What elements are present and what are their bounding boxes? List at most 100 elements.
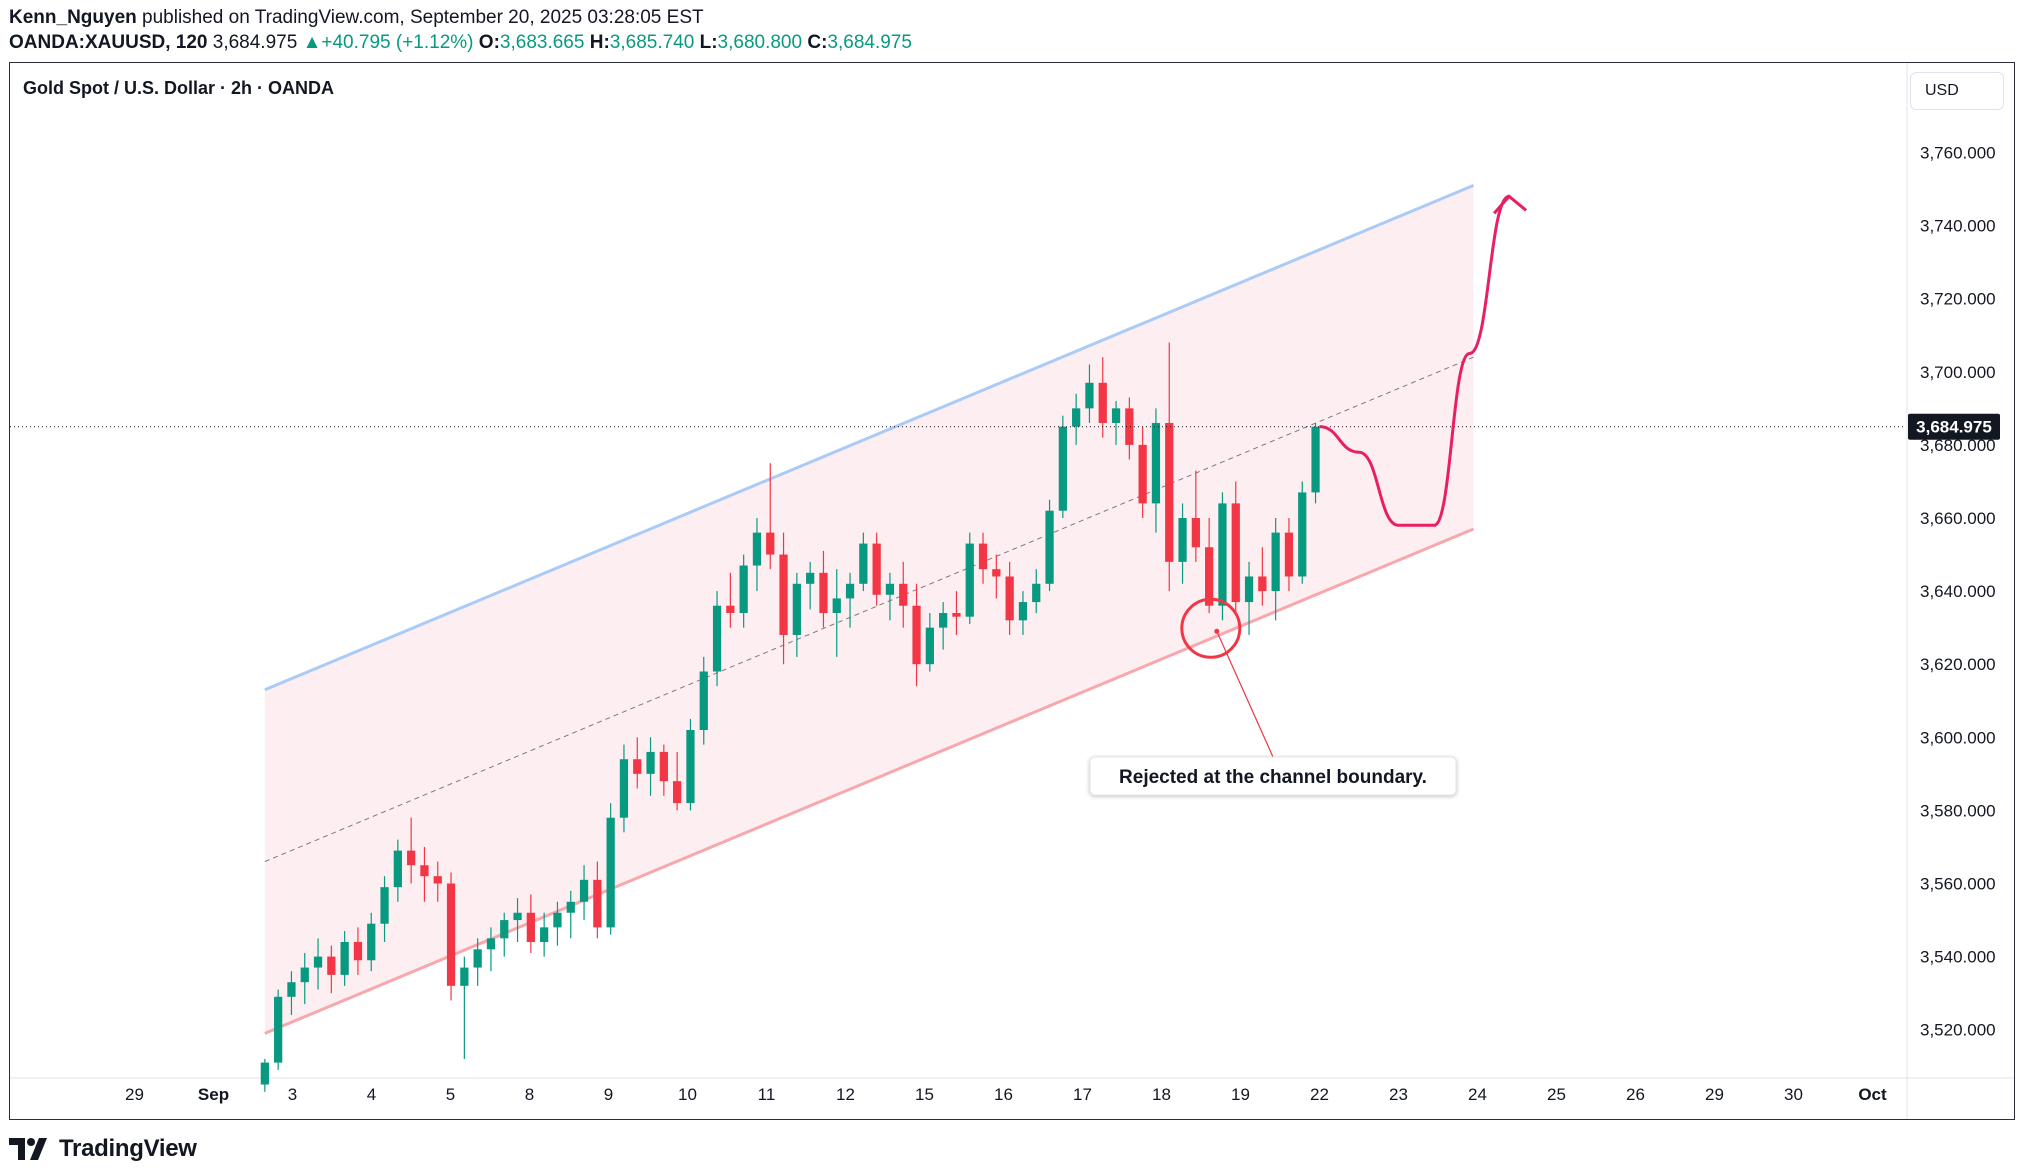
candle-body [1205, 547, 1214, 606]
y-tick-label: 3,560.000 [1920, 875, 1996, 894]
x-tick-label: 26 [1626, 1085, 1645, 1104]
y-tick-label: 3,700.000 [1920, 363, 1996, 382]
candle-body [925, 627, 934, 665]
x-tick-label: 23 [1389, 1085, 1408, 1104]
candle-body [1005, 576, 1014, 621]
candle-body [1058, 426, 1067, 511]
x-tick-label: 5 [446, 1085, 455, 1104]
x-tick-label: 11 [758, 1085, 776, 1104]
x-tick-label: Sep [198, 1085, 229, 1104]
candle-body [992, 569, 1001, 577]
last-price: 3,684.975 [212, 32, 298, 53]
y-tick-label: 3,620.000 [1920, 655, 1996, 674]
x-tick-label: 29 [1705, 1085, 1724, 1104]
chart-frame [9, 62, 2015, 1120]
candle-body [327, 956, 336, 975]
candle-body [819, 572, 828, 614]
low-value: 3,680.800 [717, 32, 803, 53]
parallel-channel [264, 184, 1475, 1035]
candle-body [1258, 576, 1267, 592]
candle-body [939, 613, 948, 628]
symbol-name[interactable]: OANDA:XAUUSD, 120 [9, 32, 208, 53]
channel-fill [264, 185, 1474, 1034]
candle-body [526, 912, 535, 942]
high-label: H: [589, 32, 610, 53]
candle-body [367, 923, 376, 961]
candle-body [699, 671, 708, 730]
currency-button[interactable]: USD [1910, 72, 2004, 110]
candle-body [806, 572, 815, 584]
x-tick-label: 22 [1310, 1085, 1329, 1104]
y-tick-label: 3,740.000 [1920, 217, 1996, 236]
candle-body [978, 543, 988, 570]
y-tick-label: 3,720.000 [1920, 290, 1996, 309]
candle-body [619, 759, 629, 818]
candle-body [1085, 382, 1094, 409]
candle-body [832, 598, 841, 614]
x-tick-label: 24 [1468, 1085, 1487, 1104]
candle-body [340, 941, 349, 975]
x-tick-label: 29 [125, 1085, 144, 1104]
candle-body [1032, 583, 1041, 603]
candle-body [1125, 408, 1134, 445]
candle-body [792, 583, 801, 635]
candle-body [486, 938, 496, 950]
candle-body [1111, 408, 1121, 423]
candle-body [1045, 510, 1054, 584]
candle-body [566, 901, 575, 913]
x-tick-label: 4 [367, 1085, 376, 1104]
low-label: L: [699, 32, 718, 53]
x-tick-label: 15 [915, 1085, 934, 1104]
drawings: Rejected at the channel boundary. 3,684.9… [10, 194, 2000, 796]
candle-body [1018, 602, 1028, 621]
candle-body [393, 850, 402, 888]
high-value: 3,685.740 [609, 32, 695, 53]
candle-body [540, 927, 549, 942]
callout-leader [1216, 631, 1274, 758]
x-tick-label: 18 [1152, 1085, 1171, 1104]
candle-body [1178, 518, 1187, 562]
close-label: C: [807, 32, 828, 53]
candle-body [686, 729, 695, 804]
candle-body [593, 879, 602, 928]
candle-body [500, 920, 509, 939]
candle-body [260, 1062, 269, 1085]
candle-body [1151, 422, 1161, 504]
candle-body [579, 879, 589, 902]
candle-body [912, 605, 921, 665]
candle-body [1298, 492, 1307, 577]
author-name[interactable]: Kenn_Nguyen [9, 7, 137, 28]
y-axis: 3,520.000 3,540.000 3,560.000 3,580.000 3,60… [1906, 63, 1996, 1119]
candle-body [446, 883, 456, 986]
candle-body [872, 543, 881, 595]
candle-body [606, 817, 615, 928]
x-tick-label: 19 [1231, 1085, 1250, 1104]
publish-line: Kenn_Nguyen published on TradingView.com… [9, 6, 704, 30]
y-tick-label: 3,660.000 [1920, 509, 1996, 528]
candle-body [553, 912, 562, 928]
open-value: 3,683.665 [499, 32, 585, 53]
candle-body [752, 532, 762, 566]
tradingview-logo-icon [9, 1138, 47, 1160]
rejection-circle [1180, 597, 1242, 659]
symbol-line: OANDA:XAUUSD, 120 3,684.975 ▲+40.795 (+1… [9, 31, 912, 55]
y-tick-label: 3,520.000 [1920, 1021, 1996, 1040]
candle-body [712, 605, 722, 672]
candle-body [300, 967, 309, 983]
candles [260, 342, 1320, 1092]
y-tick-label: 3,540.000 [1920, 948, 1996, 967]
y-tick-label: 3,680.000 [1920, 436, 1996, 455]
candle-body [353, 941, 363, 961]
x-tick-label: 30 [1784, 1085, 1803, 1104]
candle-body [1165, 422, 1174, 562]
y-tick-label: 3,640.000 [1920, 582, 1996, 601]
tradingview-logo[interactable]: TradingView [9, 1135, 197, 1163]
chart-title: Gold Spot / U.S. Dollar · 2h · OANDA [23, 78, 335, 98]
channel-upper-line [264, 184, 1475, 692]
candle-body [1244, 576, 1254, 603]
candle-body [739, 565, 748, 614]
x-tick-label: Oct [1858, 1085, 1887, 1104]
triangle-up-icon: ▲ [302, 32, 322, 53]
callout-box [1089, 756, 1457, 796]
